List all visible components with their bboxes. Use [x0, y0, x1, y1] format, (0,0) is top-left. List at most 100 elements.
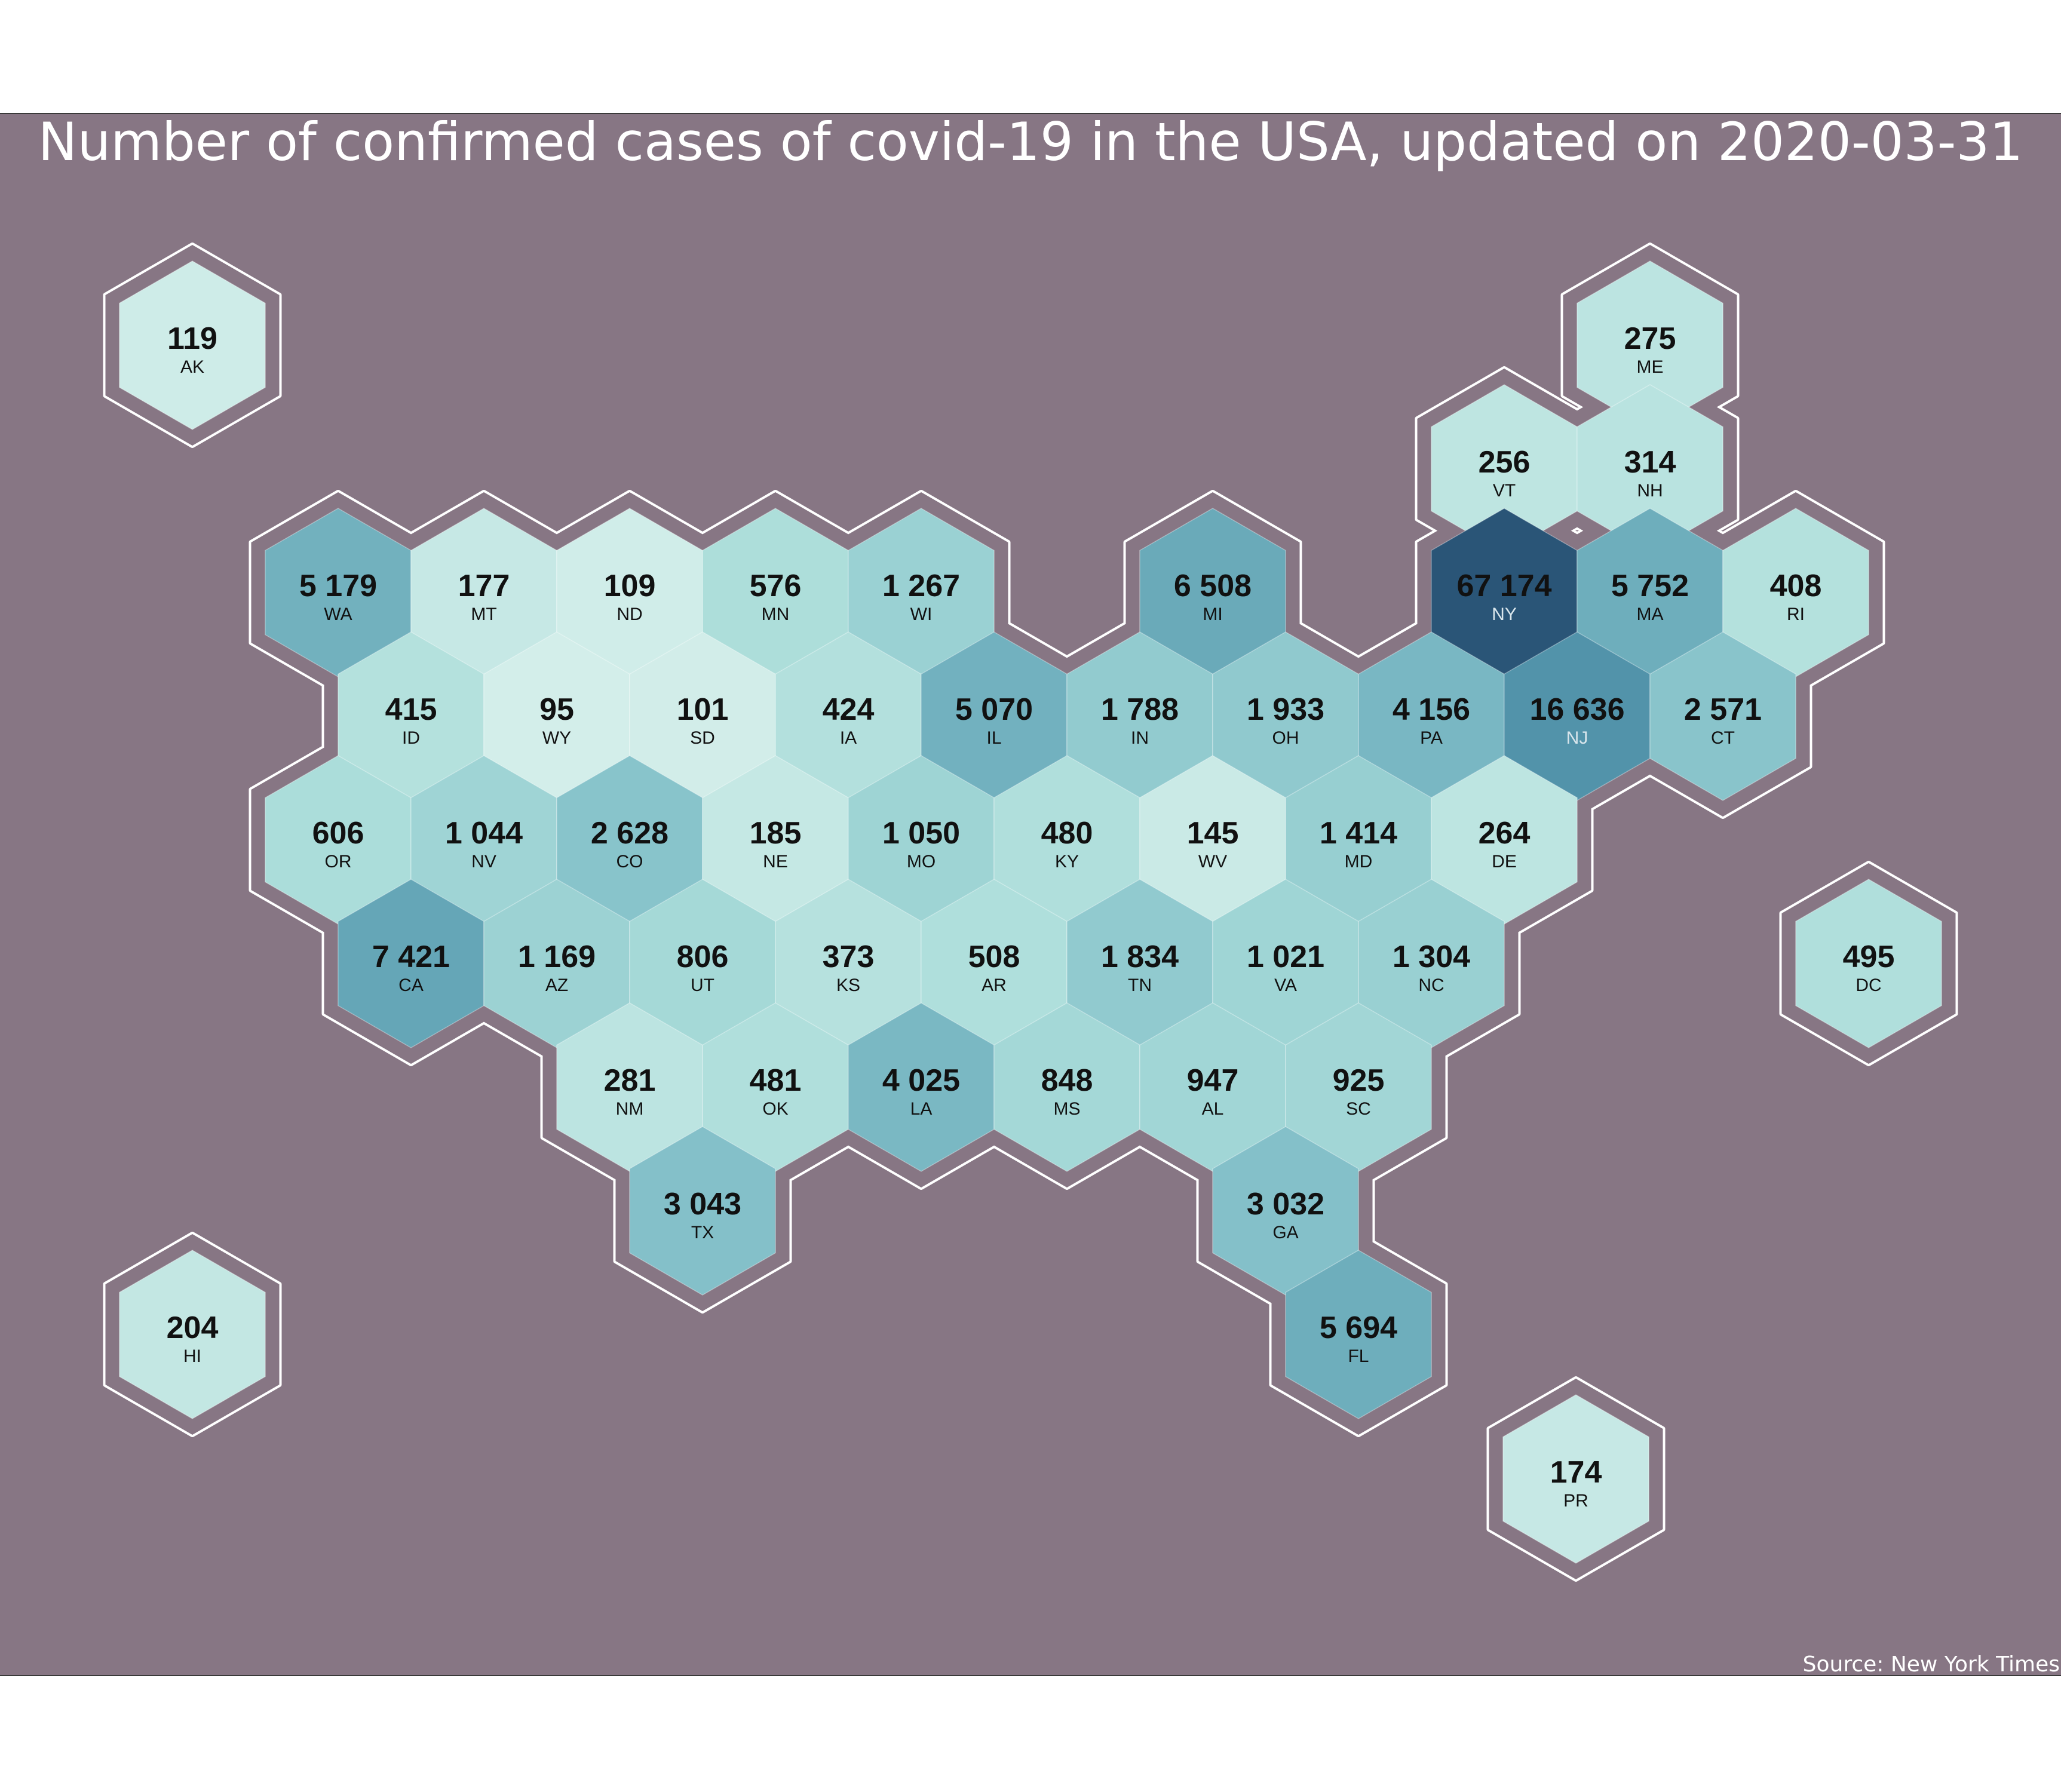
state-value-label: 806: [677, 940, 729, 974]
state-code-label: KS: [836, 975, 860, 995]
state-code-label: NH: [1637, 481, 1663, 501]
state-value-label: 5 179: [299, 569, 377, 603]
state-value-label: 67 174: [1456, 569, 1551, 603]
state-code-label: UT: [691, 975, 714, 995]
state-value-label: 606: [312, 816, 364, 851]
state-code-label: MI: [1203, 605, 1222, 624]
state-code-label: CA: [398, 975, 424, 995]
state-code-label: OR: [325, 852, 352, 872]
state-code-label: AZ: [545, 975, 568, 995]
state-hex-shape: [1795, 879, 1942, 1048]
state-value-label: 109: [604, 569, 656, 603]
state-code-label: KY: [1055, 852, 1079, 872]
state-code-label: CO: [617, 852, 643, 872]
state-hex-shape: [119, 260, 266, 430]
state-hex-ny: 67 174 NY: [1431, 508, 1578, 677]
state-code-label: SC: [1346, 1099, 1371, 1119]
state-value-label: 1 169: [518, 940, 596, 974]
state-code-label: AR: [982, 975, 1007, 995]
state-code-label: MO: [907, 852, 936, 872]
state-code-label: OK: [762, 1099, 788, 1119]
state-value-label: 415: [385, 692, 437, 727]
state-value-label: 1 050: [882, 816, 960, 851]
source-caption: Source: New York Times: [1802, 1652, 2060, 1677]
state-value-label: 2 571: [1684, 692, 1762, 727]
state-hex-wa: 5 179 WA: [265, 508, 412, 677]
state-code-label: AK: [180, 357, 204, 377]
state-code-label: IA: [840, 728, 857, 748]
state-value-label: 848: [1041, 1063, 1093, 1098]
state-hex-mi: 6 508 MI: [1139, 508, 1286, 677]
state-hex-shape: [1502, 1394, 1649, 1564]
state-code-label: WI: [910, 605, 933, 624]
state-code-label: NJ: [1566, 728, 1588, 748]
state-value-label: 174: [1550, 1455, 1602, 1490]
state-value-label: 3 043: [664, 1187, 741, 1222]
state-code-label: MD: [1345, 852, 1373, 872]
state-code-label: WA: [324, 605, 352, 624]
state-hex-ri: 408 RI: [1722, 508, 1869, 677]
state-value-label: 1 933: [1247, 692, 1324, 727]
state-value-label: 1 834: [1101, 940, 1179, 974]
state-value-label: 1 267: [882, 569, 960, 603]
state-value-label: 275: [1624, 321, 1676, 356]
state-code-label: LA: [910, 1099, 933, 1119]
state-code-label: NM: [616, 1099, 644, 1119]
state-value-label: 95: [539, 692, 574, 727]
state-code-label: PA: [1420, 728, 1443, 748]
state-value-label: 1 788: [1101, 692, 1179, 727]
state-code-label: CT: [1711, 728, 1735, 748]
state-code-label: IN: [1131, 728, 1149, 748]
state-code-label: RI: [1787, 605, 1805, 624]
state-code-label: ID: [402, 728, 420, 748]
state-value-label: 256: [1479, 445, 1531, 480]
state-hex-nd: 109 ND: [556, 508, 703, 677]
state-code-label: MA: [1637, 605, 1664, 624]
state-value-label: 16 636: [1529, 692, 1624, 727]
state-code-label: NV: [471, 852, 496, 872]
state-code-label: HI: [183, 1346, 201, 1366]
state-value-label: 6 508: [1174, 569, 1252, 603]
state-value-label: 408: [1770, 569, 1822, 603]
state-code-label: WY: [542, 728, 571, 748]
state-hex-mt: 177 MT: [410, 508, 557, 677]
state-value-label: 3 032: [1247, 1187, 1324, 1222]
state-code-label: TX: [691, 1223, 714, 1242]
state-hex-shape: [1285, 1250, 1432, 1419]
state-value-label: 101: [677, 692, 729, 727]
map-title: Number of confirmed cases of covid-19 in…: [38, 111, 2023, 173]
state-code-label: MT: [471, 605, 496, 624]
state-value-label: 177: [458, 569, 510, 603]
state-value-label: 1 044: [445, 816, 523, 851]
state-value-label: 1 414: [1320, 816, 1397, 851]
state-value-label: 424: [823, 692, 875, 727]
state-code-label: DE: [1492, 852, 1517, 872]
state-hex-shape: [629, 1126, 776, 1296]
state-value-label: 4 025: [882, 1063, 960, 1098]
state-value-label: 185: [750, 816, 802, 851]
state-code-label: NC: [1418, 975, 1444, 995]
